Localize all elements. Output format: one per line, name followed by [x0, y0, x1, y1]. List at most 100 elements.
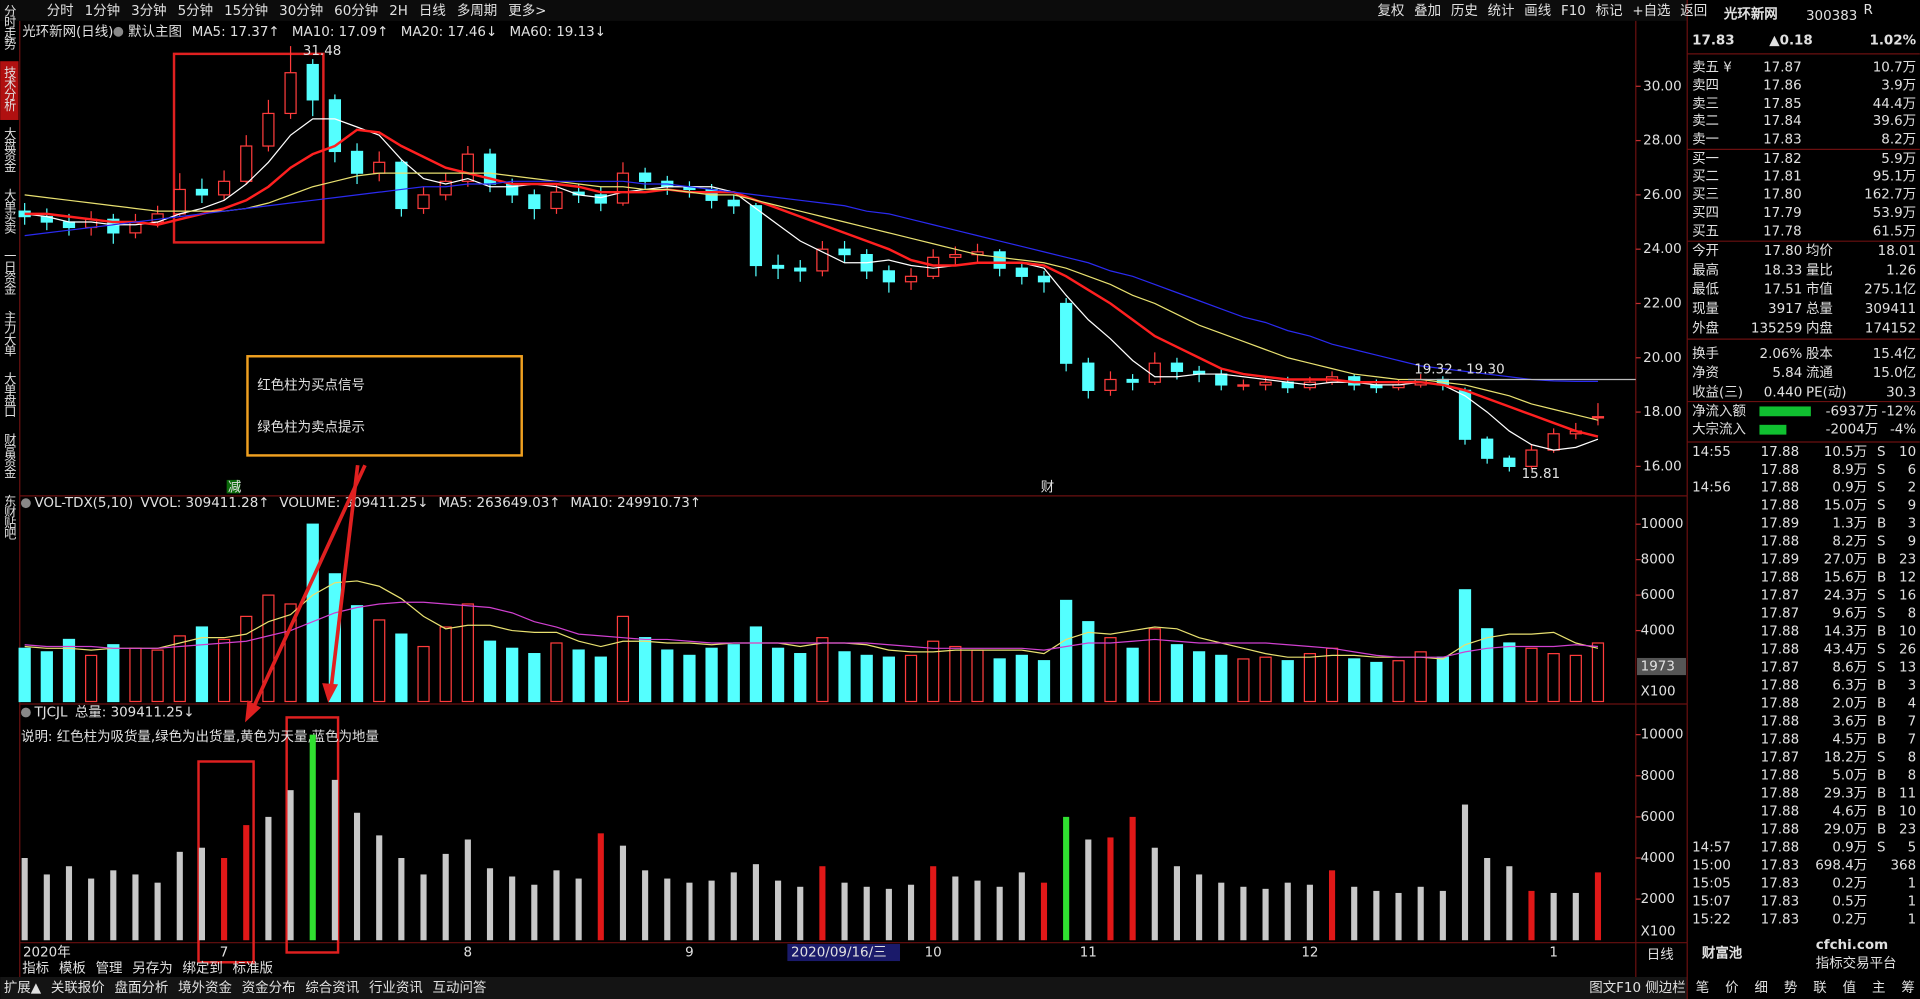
period-tab[interactable]: 日线 — [419, 3, 446, 19]
volume-bar — [195, 626, 209, 703]
legend-entry: MA5: 17.37↑ — [192, 25, 280, 40]
trade-volume: 698.4万 — [1815, 859, 1867, 874]
period-tab[interactable]: 5分钟 — [178, 2, 213, 19]
sidebar-tab[interactable]: 一日资金 — [2, 250, 16, 295]
volume-bar — [816, 637, 829, 703]
bottom-tab[interactable]: 扩展▲ — [4, 980, 42, 996]
tool-tab[interactable]: 指标 — [22, 960, 49, 976]
side-links[interactable]: 图文F10 侧边栏 — [1589, 980, 1685, 996]
sidebar-tab[interactable]: 主力大单 — [2, 311, 16, 357]
period-tab[interactable]: 分时 — [47, 3, 74, 19]
volume-bar — [661, 649, 674, 703]
watermark-brand: 财富池 — [1701, 945, 1743, 962]
trade-volume: 15.6万 — [1824, 571, 1867, 586]
tool-button[interactable]: 画线 — [1524, 3, 1551, 19]
trade-count: 3 — [1908, 679, 1917, 694]
book-label: 买三 — [1692, 187, 1719, 203]
bottom-tab[interactable]: 综合资讯 — [305, 980, 359, 996]
panel-tab[interactable]: 值 — [1843, 980, 1856, 996]
panel-tab[interactable]: 主 — [1872, 980, 1885, 996]
bottom-tab[interactable]: 关联报价 — [51, 980, 105, 996]
bottom-tab[interactable]: 资金分布 — [242, 980, 296, 996]
panel-tab[interactable]: 筹 — [1901, 979, 1914, 996]
tool-tab[interactable]: 绑定到 — [182, 960, 222, 976]
callout-box — [246, 355, 523, 457]
trade-side: S — [1877, 751, 1886, 766]
trade-count: 12 — [1899, 571, 1916, 586]
legend-entry: MA60: 19.13↓ — [509, 25, 606, 40]
sidebar-tab[interactable]: 大单盘口 — [2, 372, 16, 417]
sidebar-tab[interactable]: 分时走势 — [2, 5, 16, 50]
volume-bar — [1060, 599, 1073, 703]
y-tick-label: 16.00 — [1643, 459, 1682, 474]
stat-value: 30.3 — [1886, 385, 1916, 400]
bottom-tab[interactable]: 互动问答 — [433, 979, 487, 996]
trade-side: B — [1877, 733, 1886, 748]
panel-tab[interactable]: 联 — [1813, 980, 1826, 996]
flow-bar — [1759, 424, 1787, 435]
volume-bar — [1525, 647, 1538, 703]
y-tick-label: 6000 — [1641, 588, 1675, 603]
stock-name: 光环新网 — [1723, 6, 1778, 23]
sidebar-tab[interactable]: 大单买卖 — [2, 188, 16, 234]
panel-tab[interactable]: 细 — [1755, 980, 1768, 996]
tool-button[interactable]: 返回 — [1680, 3, 1707, 19]
sidebar-tab[interactable]: 大盘资金 — [2, 127, 16, 172]
cursor-label: 1973 — [1641, 660, 1675, 675]
sidebar-tab[interactable]: 技术分析 — [2, 66, 16, 112]
tool-button[interactable]: 叠加 — [1414, 3, 1441, 19]
stat-label: 现量 — [1692, 301, 1719, 317]
candle-body — [904, 275, 918, 283]
tool-button[interactable]: 标记 — [1596, 3, 1623, 19]
tjcjl-bar — [464, 839, 471, 941]
sidebar-tab[interactable]: 财富资金 — [2, 433, 16, 478]
volume-bar — [971, 649, 984, 703]
tool-tab[interactable]: 另存为 — [132, 960, 172, 976]
tool-button[interactable]: 历史 — [1451, 3, 1478, 19]
panel-tab[interactable]: 笔 — [1696, 980, 1709, 996]
trade-volume: 6.3万 — [1832, 679, 1867, 694]
bottom-tab[interactable]: 行业资讯 — [369, 980, 423, 996]
candle-body — [616, 172, 630, 204]
volume-bar — [993, 658, 1006, 703]
period-tab[interactable]: 更多> — [508, 2, 546, 19]
sidebar-tab[interactable]: 东财贴吧 — [2, 494, 16, 539]
period-tab[interactable]: 3分钟 — [131, 2, 166, 19]
tjcjl-bar — [65, 866, 73, 941]
period-tab[interactable]: 15分钟 — [224, 2, 268, 19]
tool-button[interactable]: +自选 — [1632, 3, 1670, 19]
period-tab[interactable]: 多周期 — [457, 2, 497, 19]
trade-time: 14:56 — [1692, 481, 1731, 496]
trade-side: S — [1877, 499, 1886, 514]
volume-bar — [1547, 653, 1560, 703]
volume-bar — [1237, 658, 1250, 703]
candle-body — [1060, 302, 1073, 364]
bottom-tab[interactable]: 盘面分析 — [115, 979, 169, 996]
bottom-tab[interactable]: 境外资金 — [178, 980, 232, 996]
period-tab[interactable]: 1分钟 — [85, 2, 120, 19]
tool-tab[interactable]: 管理 — [96, 960, 123, 976]
tool-button[interactable]: 统计 — [1488, 3, 1515, 19]
tjcjl-bar — [1107, 837, 1114, 941]
volume-bar — [62, 638, 76, 703]
tool-button[interactable]: F10 — [1561, 4, 1586, 19]
trade-volume: 43.4万 — [1824, 643, 1867, 658]
book-price: 17.80 — [1763, 188, 1802, 203]
tjcjl-bar — [1572, 892, 1579, 941]
stat-value: 2.06% — [1760, 347, 1803, 362]
volume-bar — [550, 642, 563, 703]
panel-tab[interactable]: 价 — [1725, 981, 1739, 996]
volume-bar — [749, 626, 763, 703]
trade-side: S — [1877, 535, 1886, 550]
panel-tab[interactable]: 势 — [1784, 980, 1797, 996]
tool-tab[interactable]: 模板 — [59, 960, 86, 976]
legend-entry: MA20: 17.46↓ — [401, 25, 498, 40]
tool-tab[interactable]: 标准版 — [233, 960, 273, 976]
stat-value: 174152 — [1865, 321, 1916, 336]
period-tab[interactable]: 60分钟 — [334, 2, 378, 19]
tool-button[interactable]: 复权 — [1377, 2, 1404, 19]
period-tab[interactable]: 30分钟 — [279, 2, 323, 19]
tjcjl-bar — [1351, 886, 1358, 941]
period-tab[interactable]: 2H — [389, 4, 408, 19]
period-label[interactable]: 日线 — [1647, 947, 1674, 963]
